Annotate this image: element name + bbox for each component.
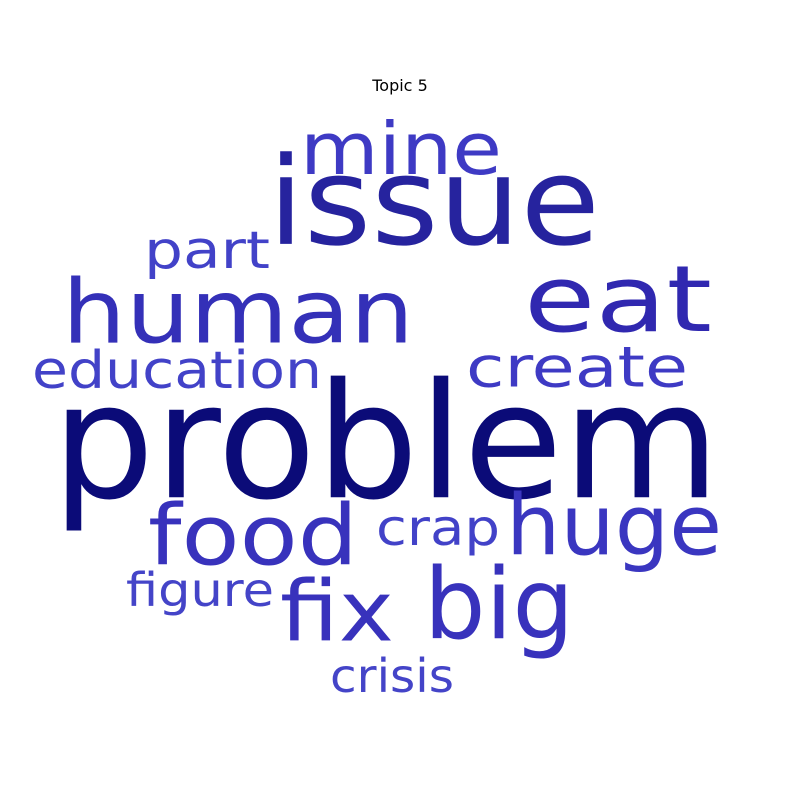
word-huge: huge bbox=[506, 476, 722, 575]
chart-title: Topic 5 bbox=[372, 76, 428, 95]
word-fix: fix bbox=[280, 562, 394, 661]
word-figure: figure bbox=[126, 564, 274, 618]
word-crap: crap bbox=[376, 499, 500, 558]
word-big: big bbox=[424, 547, 574, 662]
word-mine: mine bbox=[300, 107, 502, 192]
word-human: human bbox=[62, 260, 414, 364]
word-part: part bbox=[144, 219, 270, 281]
word-education: education bbox=[32, 339, 322, 401]
word-create: create bbox=[466, 334, 688, 401]
word-problem: problem bbox=[52, 348, 720, 536]
word-eat: eat bbox=[524, 245, 712, 354]
word-crisis: crisis bbox=[330, 650, 454, 704]
word-issue: issue bbox=[268, 131, 600, 274]
word-food: food bbox=[148, 486, 358, 585]
